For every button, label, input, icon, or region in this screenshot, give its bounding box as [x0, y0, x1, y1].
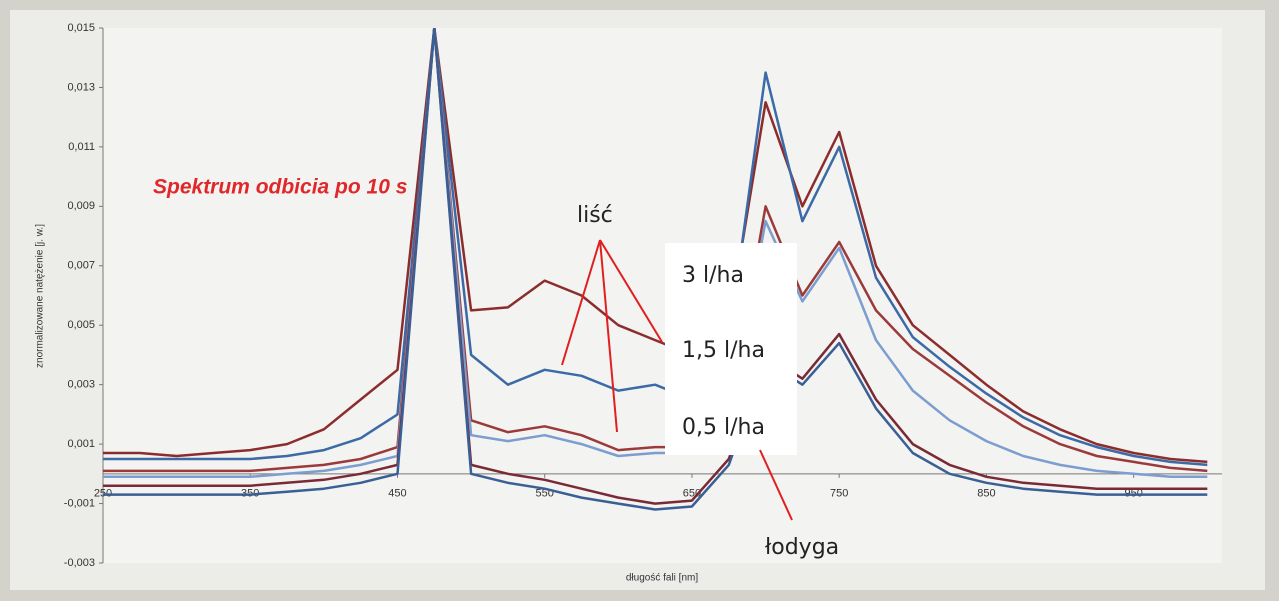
- annotation: 0,5 l/ha: [682, 415, 765, 440]
- x-tick-label: 750: [830, 488, 848, 500]
- x-tick-label: 850: [977, 488, 995, 500]
- x-axis-title: długość fali [nm]: [626, 573, 698, 584]
- y-tick-label: 0,011: [68, 141, 95, 153]
- chart-subtitle: Spektrum odbicia po 10 s: [153, 176, 407, 199]
- annotation: liść: [577, 203, 613, 228]
- annotation: 3 l/ha: [682, 263, 744, 288]
- x-tick-label: 450: [388, 488, 406, 500]
- annotation: łodyga: [765, 535, 839, 560]
- y-tick-label: 0,001: [67, 438, 95, 450]
- chart: -0,003 -0,001 0,001 0,003 0,005 0,007 0,009 0,0…: [0, 0, 1279, 601]
- y-tick-label: 0,007: [67, 260, 95, 272]
- y-tick-label: 0,013: [67, 81, 95, 93]
- y-tick-label: -0,001: [64, 497, 95, 509]
- plot-area: [103, 28, 1222, 563]
- y-tick-label: 0,003: [67, 379, 95, 391]
- y-axis-title: znormalizowane natężenie [j. w.]: [35, 224, 46, 368]
- y-tick-label: 0,005: [67, 319, 95, 331]
- y-tick-label: -0,003: [64, 557, 95, 569]
- y-tick-label: 0,015: [67, 22, 95, 34]
- y-tick-label: 0,009: [67, 200, 95, 212]
- annotation: 1,5 l/ha: [682, 338, 765, 363]
